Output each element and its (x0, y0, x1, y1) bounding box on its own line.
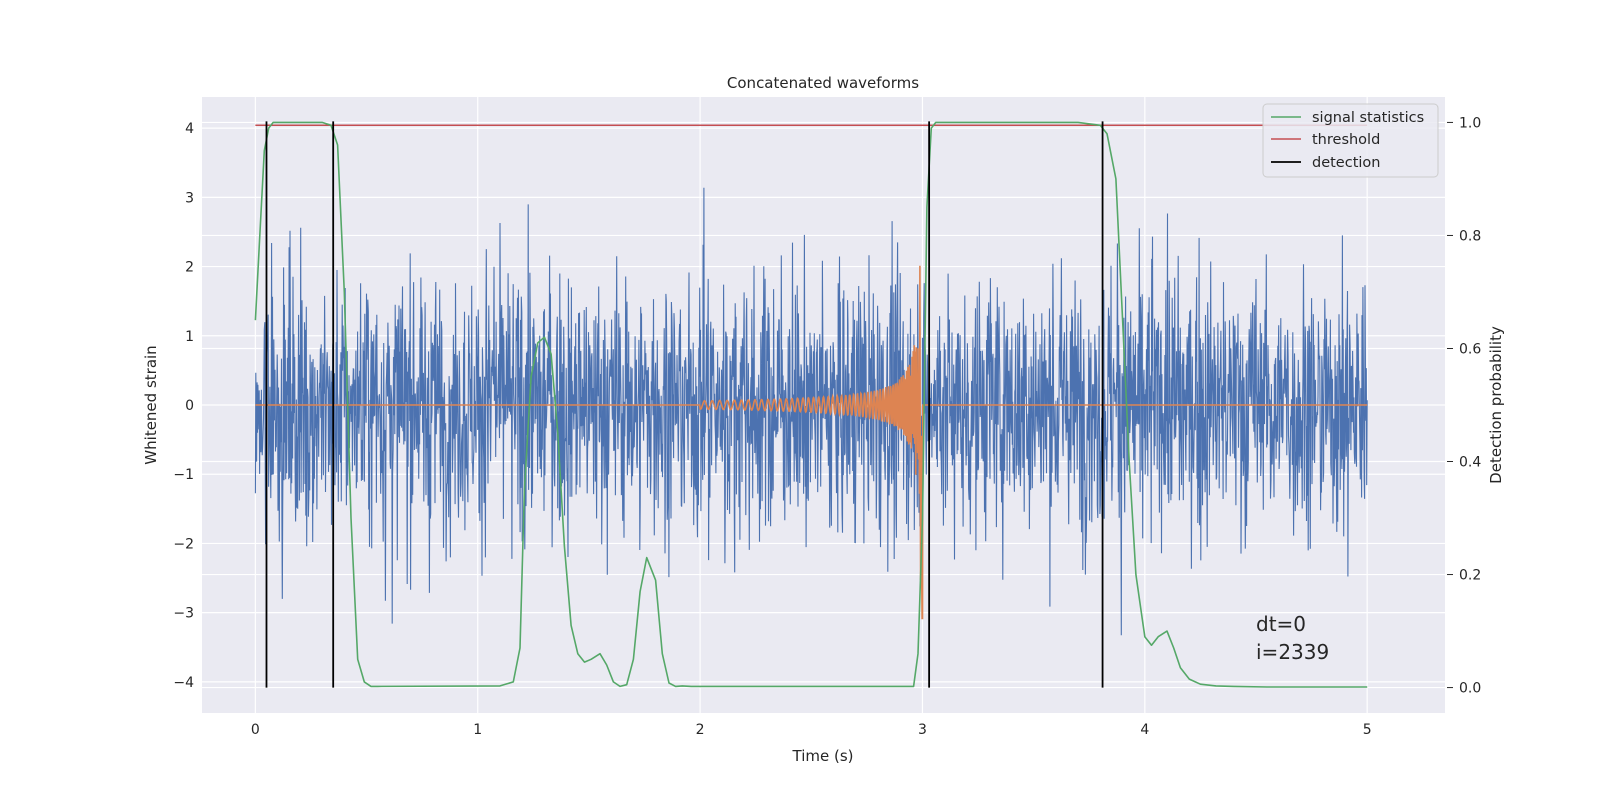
legend-label-signal-statistics: signal statistics (1312, 110, 1424, 126)
y-tick-label: −3 (173, 606, 194, 622)
y2-tick-label: 0.6 (1459, 341, 1481, 357)
chart-title: Concatenated waveforms (727, 74, 919, 92)
x-tick-label: 2 (696, 722, 705, 738)
y-tick-label: 1 (185, 329, 194, 345)
y-tick-label: −1 (173, 467, 194, 483)
x-axis-label: Time (s) (792, 747, 854, 765)
waveform-line (255, 265, 1368, 620)
y2-tick-label: 0.4 (1459, 455, 1481, 471)
y2-tick-label: 0.0 (1459, 681, 1481, 697)
y-tick-label: −4 (173, 675, 194, 691)
legend-box (1262, 103, 1439, 178)
legend: signal statistics threshold detection (1262, 103, 1439, 178)
y-tick-label: 3 (185, 190, 194, 206)
y2-tick-label: 0.8 (1459, 228, 1481, 244)
y2-tick-label: 1.0 (1459, 115, 1481, 131)
ticks-layer: 0 1 2 3 4 5 −4 −3 −2 −1 0 1 2 3 4 0.0 0.2 0.4 0.6 0.8 1.0 (173, 115, 1481, 738)
annotation-dt: dt=0 (1256, 612, 1306, 636)
y-tick-label: −2 (173, 536, 194, 552)
x-tick-label: 3 (918, 722, 927, 738)
series-layer (254, 121, 1368, 688)
signal-statistics-line (254, 121, 1368, 688)
y-axis-label: Whitened strain (142, 345, 160, 464)
legend-label-detection: detection (1312, 155, 1380, 171)
annotation-i: i=2339 (1256, 640, 1329, 664)
x-tick-label: 5 (1363, 722, 1372, 738)
y-tick-label: 4 (185, 121, 194, 137)
x-tick-label: 4 (1140, 722, 1149, 738)
x-tick-label: 1 (473, 722, 482, 738)
y-tick-label: 0 (185, 398, 194, 414)
y2-tick-label: 0.2 (1459, 568, 1481, 584)
legend-label-threshold: threshold (1312, 132, 1380, 148)
x-tick-label: 0 (251, 722, 260, 738)
y-tick-label: 2 (185, 260, 194, 276)
y2-axis-label: Detection probability (1487, 326, 1505, 484)
